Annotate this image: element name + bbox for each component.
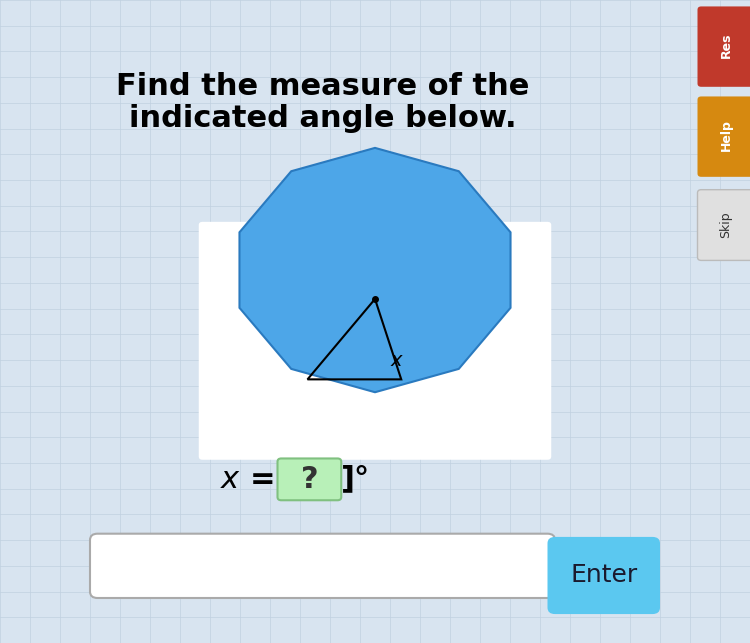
FancyBboxPatch shape <box>698 96 750 177</box>
FancyBboxPatch shape <box>698 190 750 260</box>
FancyBboxPatch shape <box>278 458 341 500</box>
Text: indicated angle below.: indicated angle below. <box>129 104 516 134</box>
FancyBboxPatch shape <box>548 537 660 614</box>
Text: x: x <box>390 350 402 370</box>
FancyBboxPatch shape <box>90 534 555 598</box>
Polygon shape <box>239 148 511 392</box>
Text: Help: Help <box>719 119 733 151</box>
FancyBboxPatch shape <box>698 6 750 87</box>
Text: Skip: Skip <box>719 212 733 239</box>
FancyBboxPatch shape <box>199 222 551 460</box>
Text: Enter: Enter <box>570 563 638 588</box>
Text: ?: ? <box>301 464 318 494</box>
Text: Res: Res <box>719 32 733 58</box>
Text: Find the measure of the: Find the measure of the <box>116 72 530 102</box>
Text: $\mathit{x}$ =: $\mathit{x}$ = <box>220 464 278 494</box>
Text: ]°: ]° <box>341 464 370 494</box>
